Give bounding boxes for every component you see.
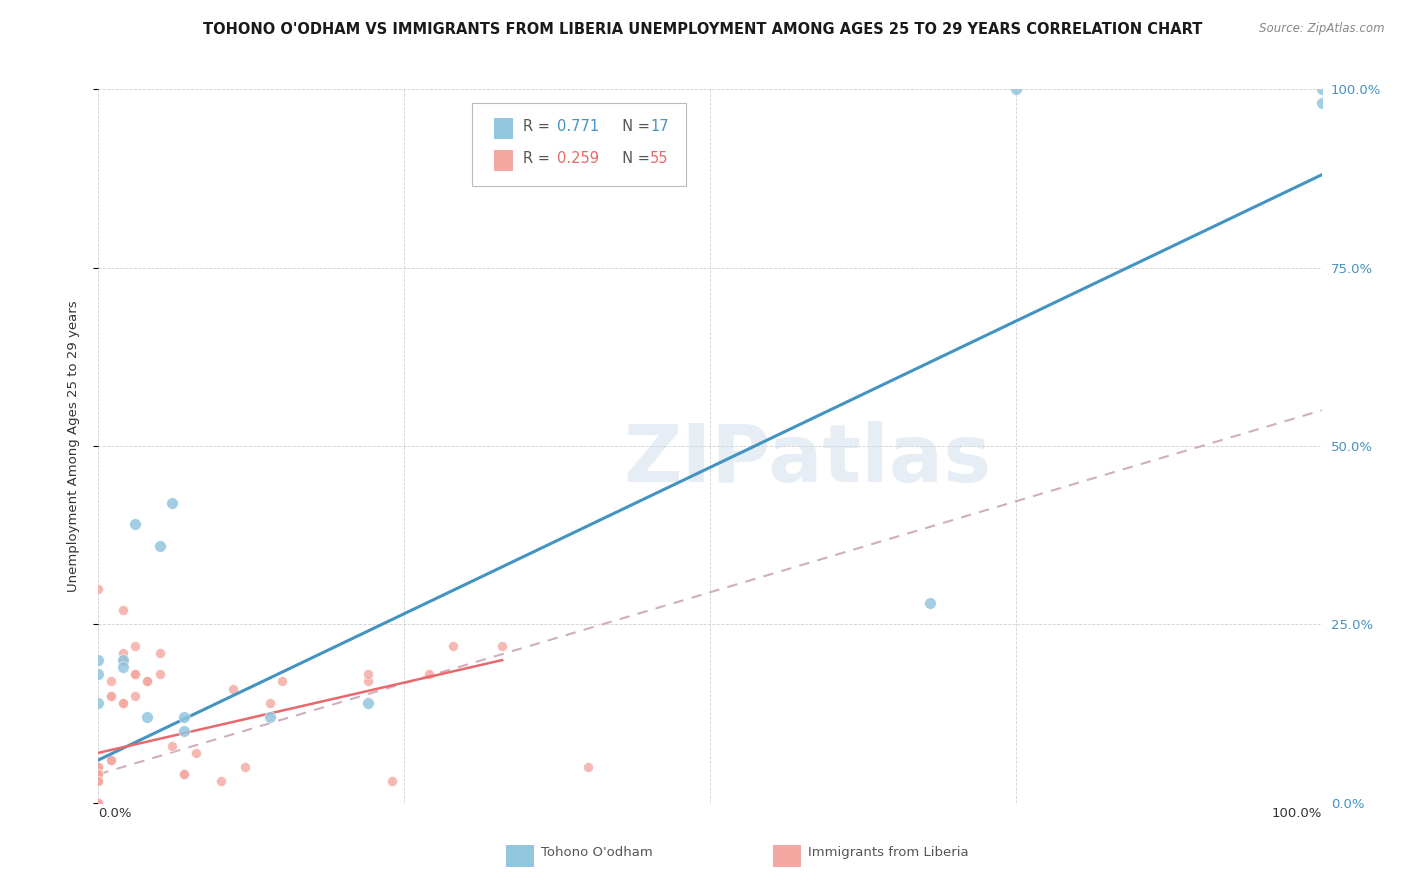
Y-axis label: Unemployment Among Ages 25 to 29 years: Unemployment Among Ages 25 to 29 years <box>67 301 80 591</box>
Text: 0.259: 0.259 <box>557 152 599 166</box>
Text: R =: R = <box>523 152 554 166</box>
Text: N =: N = <box>613 152 655 166</box>
Point <box>100 674 122 689</box>
Text: Source: ZipAtlas.com: Source: ZipAtlas.com <box>1260 22 1385 36</box>
Point <box>87 796 110 810</box>
Point <box>186 746 208 760</box>
Point <box>149 539 172 553</box>
Point <box>100 689 122 703</box>
Point <box>87 796 110 810</box>
Point <box>222 681 245 696</box>
Point <box>418 667 440 681</box>
Point <box>111 696 134 710</box>
Text: 17: 17 <box>650 120 669 134</box>
Point <box>124 667 146 681</box>
Point <box>160 739 183 753</box>
FancyBboxPatch shape <box>471 103 686 186</box>
Point <box>173 724 195 739</box>
Point <box>111 646 134 660</box>
Point <box>576 760 599 774</box>
Point <box>136 674 159 689</box>
Text: 55: 55 <box>650 152 669 166</box>
Point <box>491 639 513 653</box>
Point <box>87 760 110 774</box>
Text: 0.771: 0.771 <box>557 120 599 134</box>
Point <box>356 674 378 689</box>
Point <box>233 760 256 774</box>
Point <box>173 767 195 781</box>
Point <box>87 796 110 810</box>
Point <box>87 767 110 781</box>
Point <box>209 774 232 789</box>
Point <box>87 774 110 789</box>
Point <box>87 774 110 789</box>
Point <box>87 796 110 810</box>
Point <box>111 653 134 667</box>
Point <box>87 796 110 810</box>
Text: ZIPatlas: ZIPatlas <box>624 421 993 500</box>
Point <box>124 639 146 653</box>
Point <box>87 760 110 774</box>
Point <box>87 796 110 810</box>
Point <box>259 696 281 710</box>
Point <box>136 674 159 689</box>
Point <box>136 710 159 724</box>
Point <box>149 667 172 681</box>
Text: 0.0%: 0.0% <box>98 807 132 821</box>
Point <box>356 696 378 710</box>
Point <box>111 696 134 710</box>
Text: 100.0%: 100.0% <box>1271 807 1322 821</box>
Point <box>356 667 378 681</box>
FancyBboxPatch shape <box>494 118 513 139</box>
Text: Immigrants from Liberia: Immigrants from Liberia <box>808 846 969 859</box>
Point <box>87 796 110 810</box>
Point <box>87 796 110 810</box>
Point <box>100 753 122 767</box>
Point <box>87 796 110 810</box>
Text: N =: N = <box>613 120 655 134</box>
Point <box>87 796 110 810</box>
Point <box>920 596 942 610</box>
Point <box>87 653 110 667</box>
Text: R =: R = <box>523 120 554 134</box>
Point <box>124 667 146 681</box>
Point <box>87 760 110 774</box>
Point <box>1310 82 1333 96</box>
Point <box>111 653 134 667</box>
Point <box>124 517 146 532</box>
Point <box>1004 82 1026 96</box>
Point <box>259 710 281 724</box>
Text: Tohono O'odham: Tohono O'odham <box>541 846 652 859</box>
Point <box>160 496 183 510</box>
Point <box>1310 96 1333 111</box>
Point <box>87 767 110 781</box>
Point <box>87 767 110 781</box>
Point <box>270 674 294 689</box>
Point <box>87 696 110 710</box>
Point <box>87 667 110 681</box>
Point <box>173 710 195 724</box>
Point <box>441 639 464 653</box>
Point <box>87 796 110 810</box>
Point <box>87 582 110 596</box>
Point <box>111 653 134 667</box>
Text: TOHONO O'ODHAM VS IMMIGRANTS FROM LIBERIA UNEMPLOYMENT AMONG AGES 25 TO 29 YEARS: TOHONO O'ODHAM VS IMMIGRANTS FROM LIBERI… <box>204 22 1202 37</box>
Point <box>111 603 134 617</box>
FancyBboxPatch shape <box>494 150 513 171</box>
Point <box>124 689 146 703</box>
Point <box>100 753 122 767</box>
Point <box>111 660 134 674</box>
Point <box>381 774 404 789</box>
Point <box>100 689 122 703</box>
Point <box>149 646 172 660</box>
Point <box>173 767 195 781</box>
